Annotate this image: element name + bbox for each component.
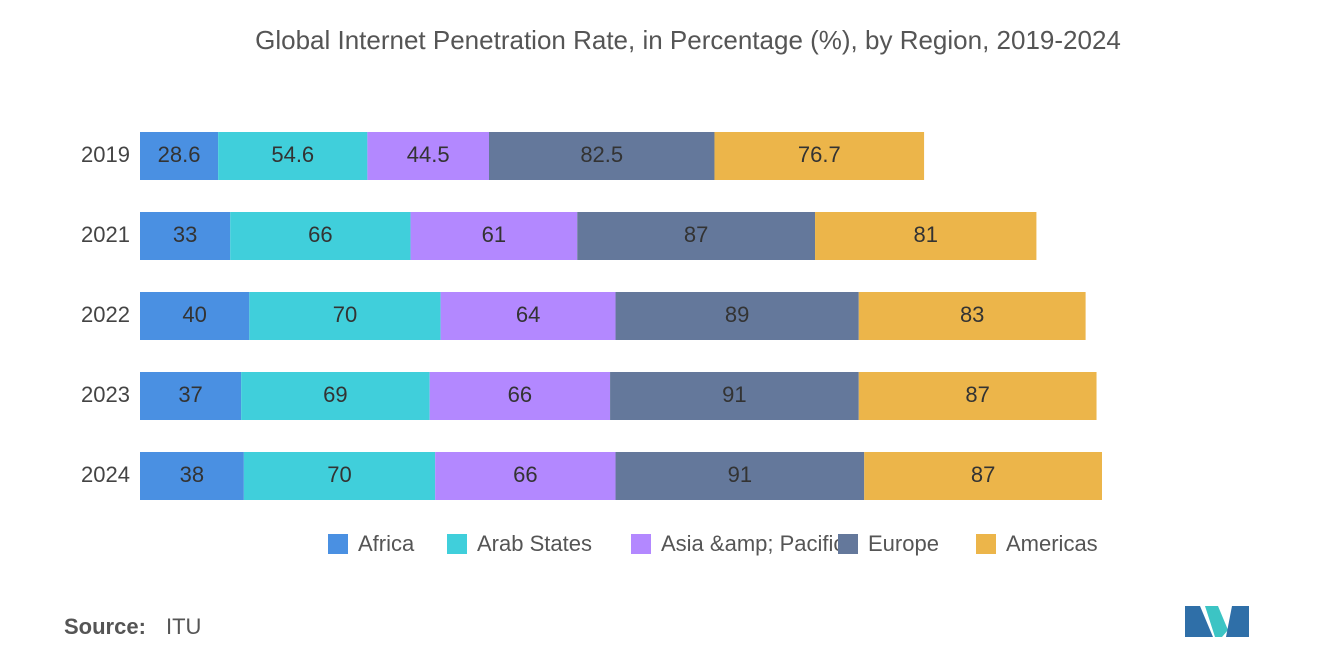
y-tick-label: 2019 bbox=[81, 142, 130, 167]
data-label: 61 bbox=[482, 222, 506, 247]
source-label: Source: bbox=[64, 614, 146, 639]
bar-segment bbox=[610, 372, 859, 420]
data-label: 82.5 bbox=[580, 142, 623, 167]
data-label: 69 bbox=[323, 382, 347, 407]
logo bbox=[1185, 606, 1249, 637]
legend-swatch bbox=[328, 534, 348, 554]
bar-segment bbox=[858, 372, 1097, 420]
y-tick-label: 2021 bbox=[81, 222, 130, 247]
legend-label: Arab States bbox=[477, 531, 592, 556]
data-label: 70 bbox=[327, 462, 351, 487]
bar-segment bbox=[140, 212, 231, 260]
data-label: 83 bbox=[960, 302, 984, 327]
data-label: 37 bbox=[178, 382, 202, 407]
data-label: 33 bbox=[173, 222, 197, 247]
bar-segment bbox=[243, 452, 436, 500]
bar-segment bbox=[140, 372, 242, 420]
data-label: 44.5 bbox=[407, 142, 450, 167]
data-label: 81 bbox=[913, 222, 937, 247]
bar-segment bbox=[858, 292, 1086, 340]
legend-label: Americas bbox=[1006, 531, 1098, 556]
data-label: 38 bbox=[180, 462, 204, 487]
source: ITU bbox=[166, 614, 201, 639]
data-label: 54.6 bbox=[271, 142, 314, 167]
bar-segment bbox=[488, 132, 715, 180]
data-label: 64 bbox=[516, 302, 540, 327]
data-label: 76.7 bbox=[798, 142, 841, 167]
bar-segment bbox=[435, 452, 616, 500]
bar-segment bbox=[367, 132, 489, 180]
bar-segment bbox=[440, 292, 616, 340]
bar-segment bbox=[241, 372, 430, 420]
bar-segment bbox=[615, 292, 859, 340]
bar-segment bbox=[864, 452, 1102, 500]
legend-label: Asia &amp; Pacific bbox=[661, 531, 844, 556]
bar-segment bbox=[429, 372, 611, 420]
bar-segment bbox=[615, 452, 865, 500]
legend-swatch bbox=[631, 534, 651, 554]
data-label: 66 bbox=[508, 382, 532, 407]
chart-title: Global Internet Penetration Rate, in Per… bbox=[255, 25, 1121, 55]
bar-segment bbox=[815, 212, 1037, 260]
bar-segment bbox=[577, 212, 816, 260]
bar-segment bbox=[218, 132, 368, 180]
data-label: 70 bbox=[333, 302, 357, 327]
legend-label: Europe bbox=[868, 531, 939, 556]
bar-segment bbox=[410, 212, 578, 260]
data-label: 87 bbox=[971, 462, 995, 487]
data-label: 87 bbox=[684, 222, 708, 247]
legend-swatch bbox=[838, 534, 858, 554]
bar-segment bbox=[249, 292, 441, 340]
y-tick-label: 2022 bbox=[81, 302, 130, 327]
bar-segment bbox=[714, 132, 925, 180]
legend-swatch bbox=[976, 534, 996, 554]
bar-segment bbox=[230, 212, 411, 260]
bar-segment bbox=[140, 292, 250, 340]
legend-label: Africa bbox=[358, 531, 415, 556]
legend-swatch bbox=[447, 534, 467, 554]
bar-segment bbox=[140, 452, 244, 500]
data-label: 66 bbox=[513, 462, 537, 487]
y-tick-label: 2023 bbox=[81, 382, 130, 407]
data-label: 91 bbox=[722, 382, 746, 407]
data-label: 66 bbox=[308, 222, 332, 247]
data-label: 40 bbox=[182, 302, 206, 327]
data-label: 28.6 bbox=[158, 142, 201, 167]
bar-segment bbox=[140, 132, 219, 180]
data-label: 91 bbox=[728, 462, 752, 487]
data-label: 89 bbox=[725, 302, 749, 327]
y-tick-label: 2024 bbox=[81, 462, 130, 487]
data-label: 87 bbox=[965, 382, 989, 407]
